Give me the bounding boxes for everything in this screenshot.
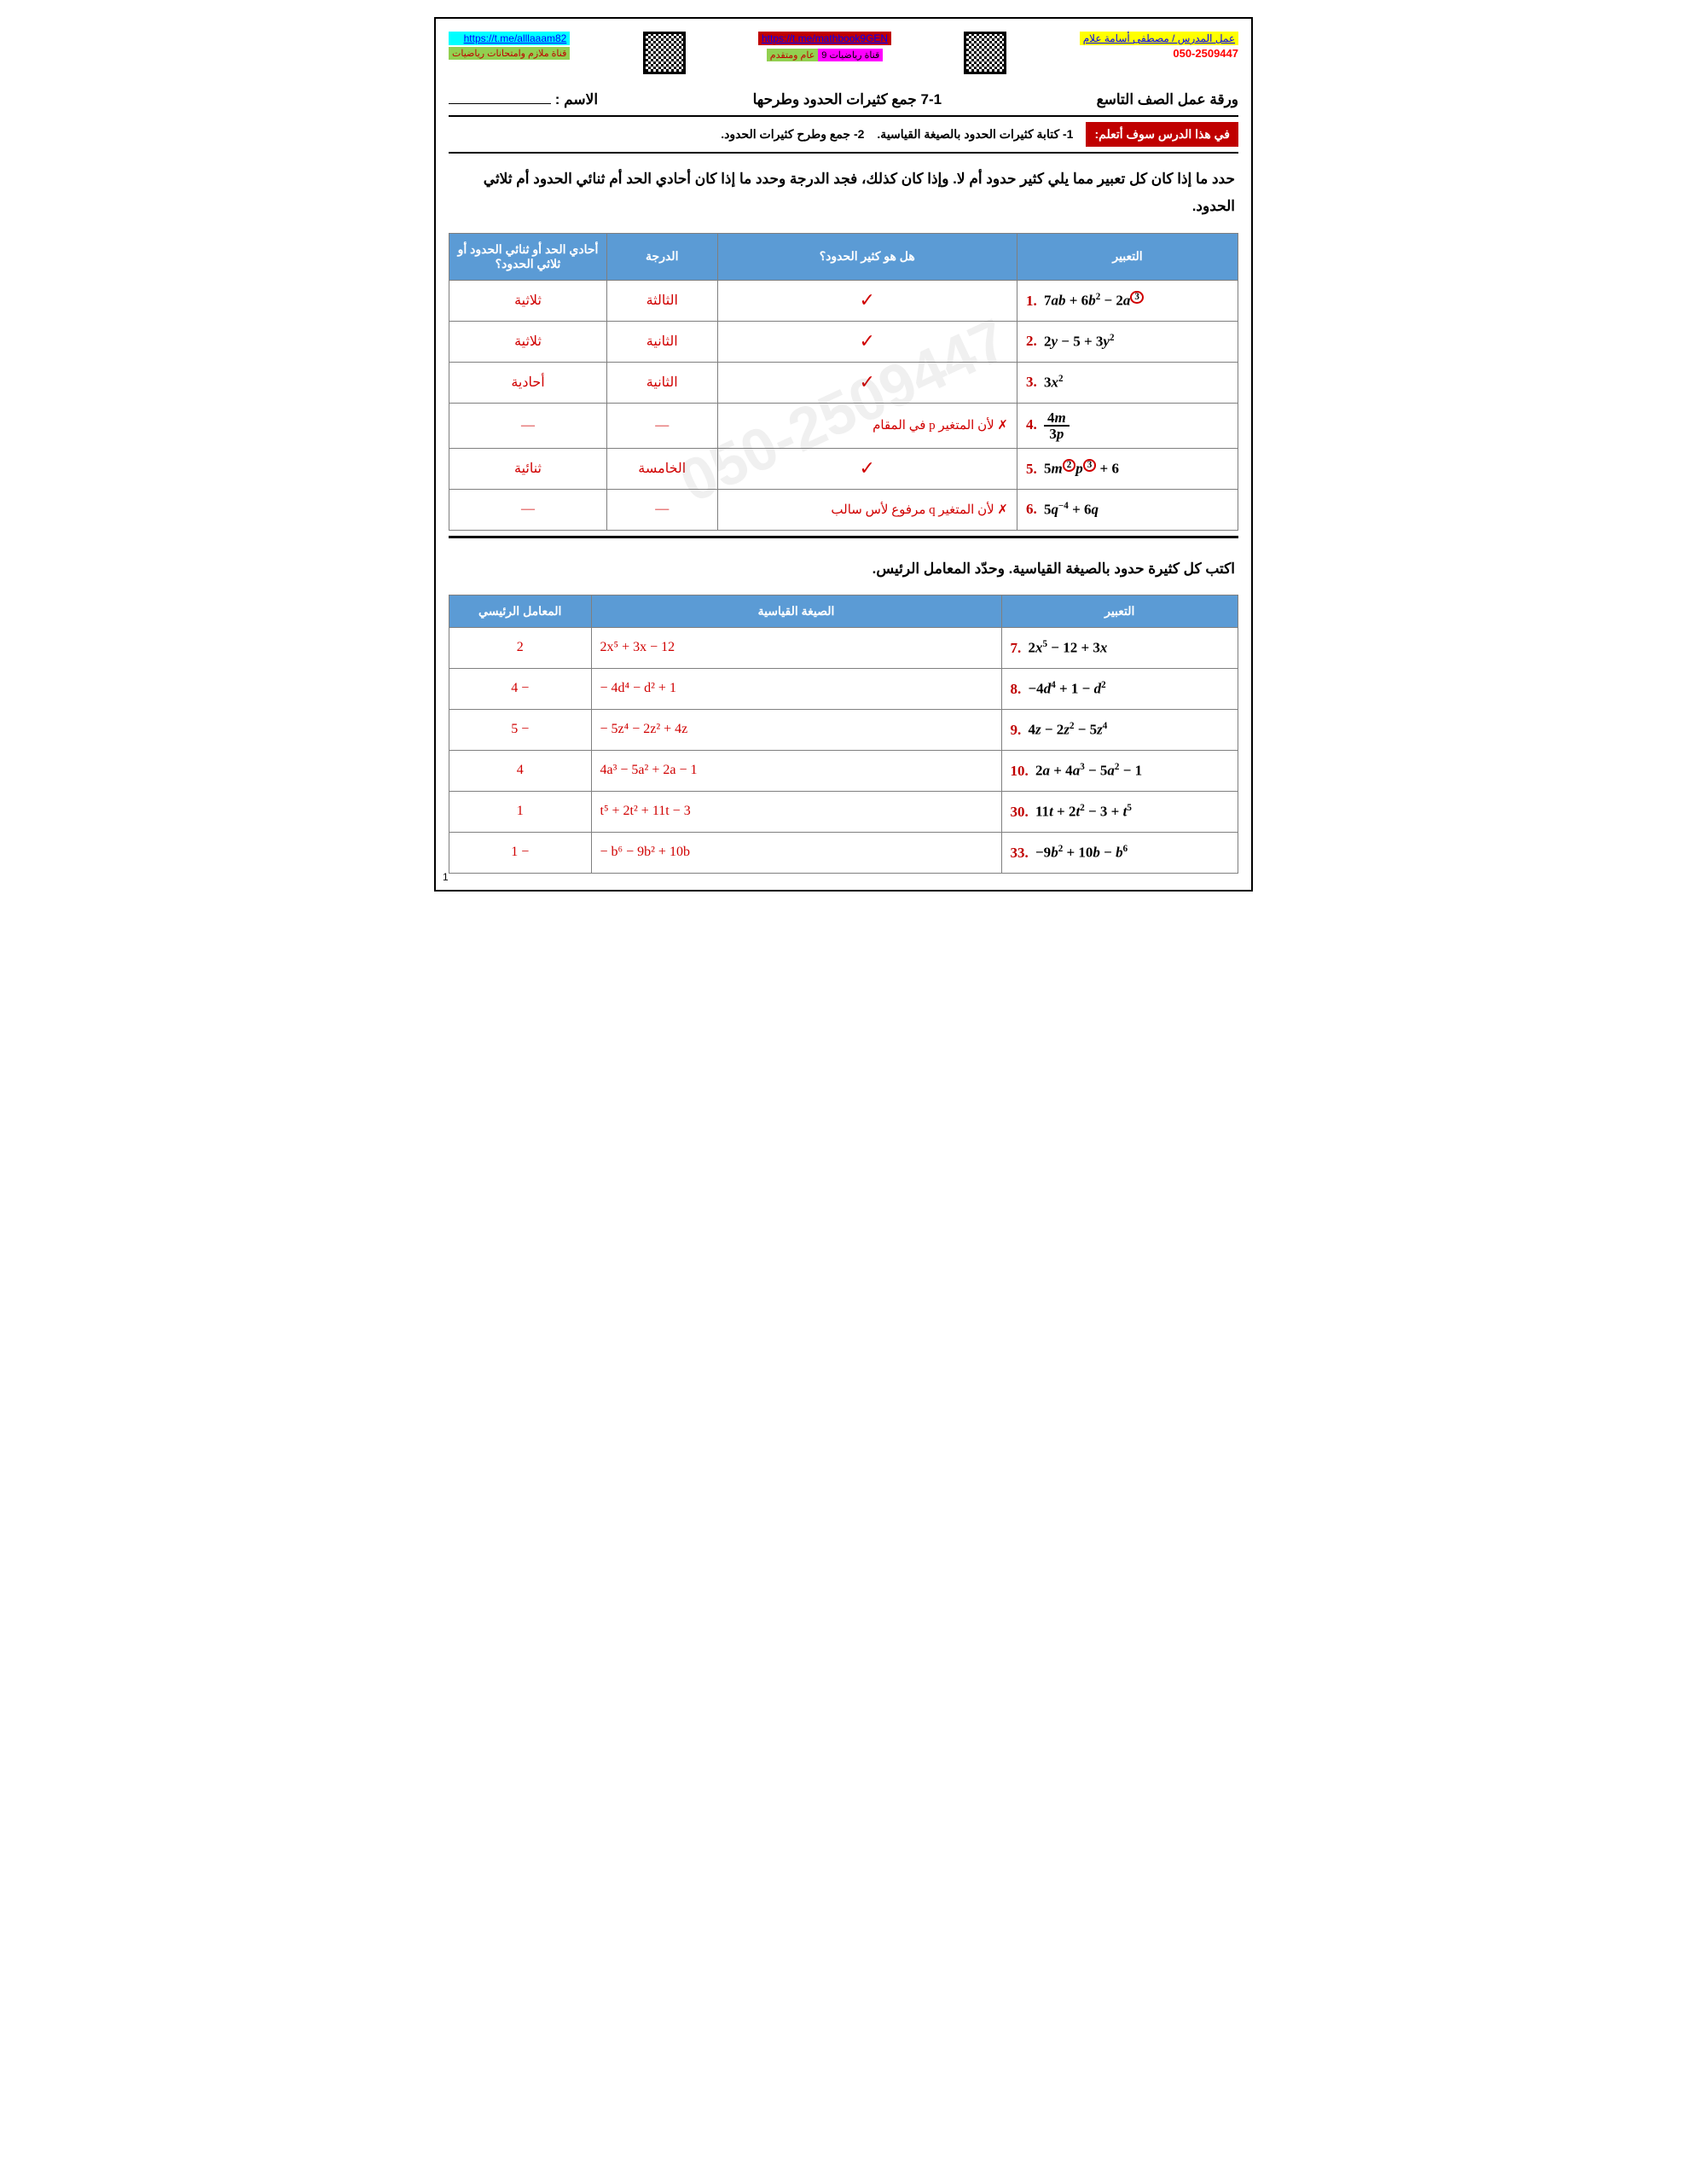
expr-cell: 33. −9b2 + 10b − b6 (1001, 832, 1238, 873)
name-field: الاسم : (449, 91, 598, 108)
header: https://t.me/alllaaam82 قناة ملازم وامتح… (449, 32, 1238, 84)
is-poly-cell: ✓ (717, 448, 1017, 489)
degree-cell: الخامسة (607, 448, 718, 489)
table-row: 7. 2x5 − 12 + 3x2x⁵ + 3x − 122 (449, 627, 1238, 668)
type-cell: ثنائية (449, 448, 607, 489)
type-cell: — (449, 489, 607, 530)
th-standard: الصيغة القياسية (591, 595, 1001, 627)
th-type: أحادي الحد أو ثنائي الحدود أو ثلاثي الحد… (449, 233, 607, 280)
center-sub-a: قناة رياضيات 9 (818, 49, 883, 61)
th-expr: التعبير (1017, 233, 1238, 280)
expr-cell: 4. 4m3p (1017, 403, 1238, 448)
lead-coef-cell: 1 (449, 791, 592, 832)
standard-form-cell: 4a³ − 5a² + 2a − 1 (591, 750, 1001, 791)
header-left: عمل المدرس / مصطفى أسامة علام 050-250944… (1080, 32, 1238, 60)
is-poly-cell: ✗ لأن المتغير p في المقام (717, 403, 1017, 448)
header-center: https://t.me/mathbook9GEN قناة رياضيات 9… (758, 32, 891, 62)
expr-cell: 9. 4z − 2z2 − 5z4 (1001, 709, 1238, 750)
is-poly-cell: ✓ (717, 280, 1017, 321)
degree-cell: الثالثة (607, 280, 718, 321)
expr-cell: 1. 7ab + 6b2 − 2a3 (1017, 280, 1238, 321)
divider (449, 536, 1238, 538)
type-cell: ثلاثية (449, 321, 607, 362)
table-row: 8. −4d4 + 1 − d2− 4d⁴ − d² + 1− 4 (449, 668, 1238, 709)
lesson-title: 7-1 جمع كثيرات الحدود وطرحها (753, 91, 942, 108)
expr-cell: 7. 2x5 − 12 + 3x (1001, 627, 1238, 668)
expr-cell: 10. 2a + 4a3 − 5a2 − 1 (1001, 750, 1238, 791)
is-poly-cell: ✓ (717, 321, 1017, 362)
expr-cell: 30. 11t + 2t2 − 3 + t5 (1001, 791, 1238, 832)
qr-code-right (643, 32, 686, 74)
expr-cell: 2. 2y − 5 + 3y2 (1017, 321, 1238, 362)
table-row: 1. 7ab + 6b2 − 2a3✓الثالثةثلاثية (449, 280, 1238, 321)
table-row: 30. 11t + 2t2 − 3 + t5t⁵ + 2t² + 11t − 3… (449, 791, 1238, 832)
teacher-name: عمل المدرس / مصطفى أسامة علام (1080, 32, 1238, 45)
type-cell: أحادية (449, 362, 607, 403)
telegram-link-right[interactable]: https://t.me/alllaaam82 (449, 32, 570, 45)
learn-badge: في هذا الدرس سوف أتعلم: (1086, 122, 1238, 147)
table-row: 4. 4m3p✗ لأن المتغير p في المقام—— (449, 403, 1238, 448)
th-expr2: التعبير (1001, 595, 1238, 627)
table-standard-form: التعبير الصيغة القياسية المعامل الرئيسي … (449, 595, 1238, 874)
worksheet-page: 050-2509447 https://t.me/alllaaam82 قناة… (434, 17, 1253, 892)
header-right: https://t.me/alllaaam82 قناة ملازم وامتح… (449, 32, 570, 60)
standard-form-cell: 2x⁵ + 3x − 12 (591, 627, 1001, 668)
expr-cell: 3. 3x2 (1017, 362, 1238, 403)
th-lead: المعامل الرئيسي (449, 595, 592, 627)
is-poly-cell: ✗ لأن المتغير q مرفوع لأس سالب (717, 489, 1017, 530)
teacher-phone: 050-2509447 (1080, 47, 1238, 60)
section2-instruction: اكتب كل كثيرة حدود بالصيغة القياسية. وحد… (449, 543, 1238, 595)
title-row: ورقة عمل الصف التاسع 7-1 جمع كثيرات الحد… (449, 84, 1238, 117)
table-row: 33. −9b2 + 10b − b6− b⁶ − 9b² + 10b− 1 (449, 832, 1238, 873)
section1-instruction: حدد ما إذا كان كل تعبير مما يلي كثير حدو… (449, 154, 1238, 233)
standard-form-cell: − 4d⁴ − d² + 1 (591, 668, 1001, 709)
table-row: 6. 5q−4 + 6q✗ لأن المتغير q مرفوع لأس سا… (449, 489, 1238, 530)
standard-form-cell: − 5z⁴ − 2z² + 4z (591, 709, 1001, 750)
lead-coef-cell: − 4 (449, 668, 592, 709)
lead-coef-cell: − 5 (449, 709, 592, 750)
learn-item-1: 1- كتابة كثيرات الحدود بالصيغة القياسية. (877, 127, 1073, 142)
table-polynomial-classify: التعبير هل هو كثير الحدود؟ الدرجة أحادي … (449, 233, 1238, 531)
qr-code-left (964, 32, 1006, 74)
table-row: 2. 2y − 5 + 3y2✓الثانيةثلاثية (449, 321, 1238, 362)
expr-cell: 5. 5m2p3 + 6 (1017, 448, 1238, 489)
lead-coef-cell: 4 (449, 750, 592, 791)
degree-cell: الثانية (607, 321, 718, 362)
lead-coef-cell: − 1 (449, 832, 592, 873)
center-sub-b: عام ومتقدم (767, 49, 818, 61)
degree-cell: — (607, 403, 718, 448)
th-is-poly: هل هو كثير الحدود؟ (717, 233, 1017, 280)
grade-label: ورقة عمل الصف التاسع (1097, 91, 1238, 108)
degree-cell: الثانية (607, 362, 718, 403)
type-cell: — (449, 403, 607, 448)
expr-cell: 8. −4d4 + 1 − d2 (1001, 668, 1238, 709)
is-poly-cell: ✓ (717, 362, 1017, 403)
standard-form-cell: t⁵ + 2t² + 11t − 3 (591, 791, 1001, 832)
type-cell: ثلاثية (449, 280, 607, 321)
learn-item-2: 2- جمع وطرح كثيرات الحدود. (721, 127, 864, 142)
standard-form-cell: − b⁶ − 9b² + 10b (591, 832, 1001, 873)
page-number: 1 (443, 871, 449, 883)
degree-cell: — (607, 489, 718, 530)
th-degree: الدرجة (607, 233, 718, 280)
telegram-link-right-sub: قناة ملازم وامتحانات رياضيات (449, 47, 570, 60)
expr-cell: 6. 5q−4 + 6q (1017, 489, 1238, 530)
table-row: 3. 3x2✓الثانيةأحادية (449, 362, 1238, 403)
learning-objectives: في هذا الدرس سوف أتعلم: 1- كتابة كثيرات … (449, 117, 1238, 154)
table-row: 9. 4z − 2z2 − 5z4− 5z⁴ − 2z² + 4z− 5 (449, 709, 1238, 750)
lead-coef-cell: 2 (449, 627, 592, 668)
telegram-link-center[interactable]: https://t.me/mathbook9GEN (758, 32, 891, 45)
table-row: 5. 5m2p3 + 6✓الخامسةثنائية (449, 448, 1238, 489)
table-row: 10. 2a + 4a3 − 5a2 − 14a³ − 5a² + 2a − 1… (449, 750, 1238, 791)
